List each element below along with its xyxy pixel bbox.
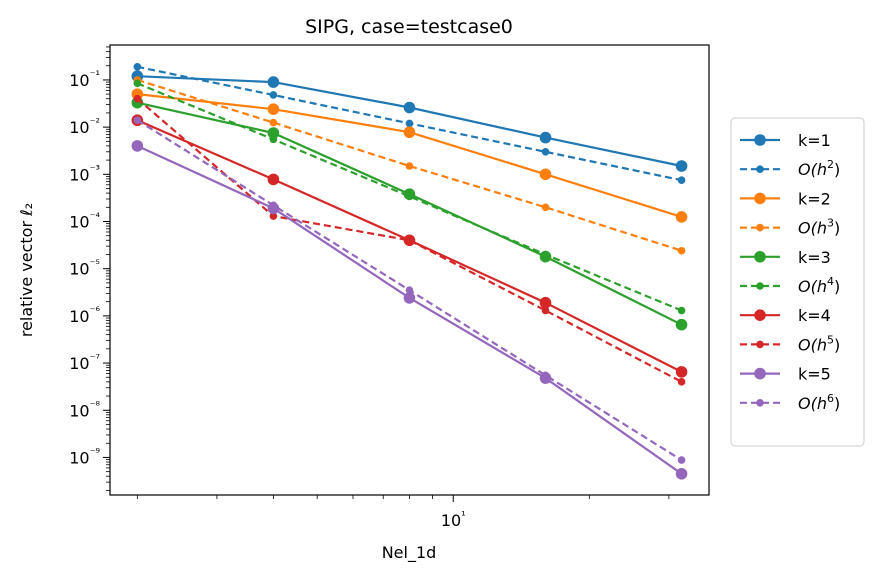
x-tick-label: 10¹ — [441, 509, 466, 530]
data-point — [133, 62, 142, 71]
data-point — [269, 212, 278, 220]
data-point — [539, 296, 552, 309]
data-point — [269, 201, 278, 210]
data-point — [541, 203, 550, 212]
data-point — [133, 116, 142, 125]
data-point — [541, 250, 550, 259]
chart-title: SIPG, case=testcase0 — [305, 16, 513, 38]
legend-label: O(h6) — [798, 392, 840, 413]
data-point — [403, 292, 416, 304]
y-tick-label: 10⁻⁷ — [69, 352, 100, 373]
data-point — [403, 126, 416, 139]
data-point — [267, 103, 280, 115]
legend-marker — [754, 309, 766, 322]
legend-marker — [756, 340, 764, 349]
series-line — [136, 78, 682, 252]
data-point — [675, 366, 688, 378]
data-point — [675, 160, 688, 172]
legend-marker — [756, 223, 764, 232]
data-point — [541, 306, 550, 315]
axes: 10⁻⁹ 10⁻⁸ 10⁻⁷ 10⁻⁶ 10⁻⁵ 10⁻⁴ 10⁻³ 10⁻² 10⁻¹ 10¹ — [69, 46, 670, 530]
legend-marker — [756, 399, 764, 407]
y-tick-label: 10⁻¹ — [69, 69, 100, 90]
y-tick-label: 10⁻⁴ — [69, 210, 100, 231]
data-point — [539, 168, 552, 181]
legend-marker — [754, 192, 766, 205]
legend-label: O(h4) — [798, 275, 840, 296]
y-tick-label: 10⁻⁵ — [69, 257, 100, 278]
legend-label: k=4 — [798, 306, 831, 325]
data-point — [541, 147, 550, 156]
data-point — [133, 94, 142, 103]
data-point — [267, 127, 280, 139]
data-point — [267, 76, 280, 88]
data-point — [541, 371, 550, 380]
legend-label: k=3 — [798, 248, 831, 267]
legend-label: k=1 — [798, 131, 831, 150]
y-tick-label: 10⁻² — [69, 116, 100, 137]
legend-label: O(h5) — [798, 333, 840, 354]
data-point — [675, 211, 688, 223]
data-point — [405, 162, 414, 170]
data-point — [675, 468, 688, 480]
legend-label: k=5 — [798, 365, 831, 384]
data-point — [675, 318, 688, 331]
data-point — [269, 91, 278, 99]
data-point — [269, 118, 278, 127]
legend-marker — [754, 367, 766, 380]
data-point — [403, 101, 416, 114]
data-point — [677, 176, 686, 185]
legend-label: O(h3) — [798, 217, 840, 238]
data-point — [131, 140, 144, 152]
data-point — [539, 131, 552, 144]
y-tick-label: 10⁻⁸ — [69, 399, 100, 420]
legend-marker — [754, 134, 766, 146]
legend-marker — [756, 165, 764, 173]
y-tick-label: 10⁻⁶ — [69, 305, 100, 326]
legend-label: O(h2) — [798, 158, 840, 179]
data-point — [405, 192, 414, 201]
data-point — [133, 79, 142, 88]
data-point — [269, 135, 278, 144]
legend-marker — [756, 282, 764, 290]
x-axis-label: Nel_1d — [382, 543, 437, 563]
plot-area — [131, 62, 688, 480]
y-tick-label: 10⁻⁹ — [69, 446, 100, 467]
data-point — [677, 306, 686, 315]
data-point — [677, 378, 686, 386]
data-point — [267, 173, 280, 186]
legend-label: k=2 — [798, 189, 831, 208]
y-tick-label: 10⁻³ — [69, 163, 100, 184]
data-point — [405, 119, 414, 128]
legend: k=1 O(h2) k=2 O(h3) k=3 O(h4) k=4 O(h5) k=5 O(h6) — [730, 117, 865, 447]
series-line — [136, 97, 683, 383]
data-point — [677, 246, 686, 255]
data-point — [405, 286, 414, 295]
data-point — [405, 236, 414, 245]
data-point — [677, 456, 686, 464]
legend-marker — [754, 250, 766, 263]
y-axis-label: relative vector ℓ₂ — [17, 203, 36, 337]
